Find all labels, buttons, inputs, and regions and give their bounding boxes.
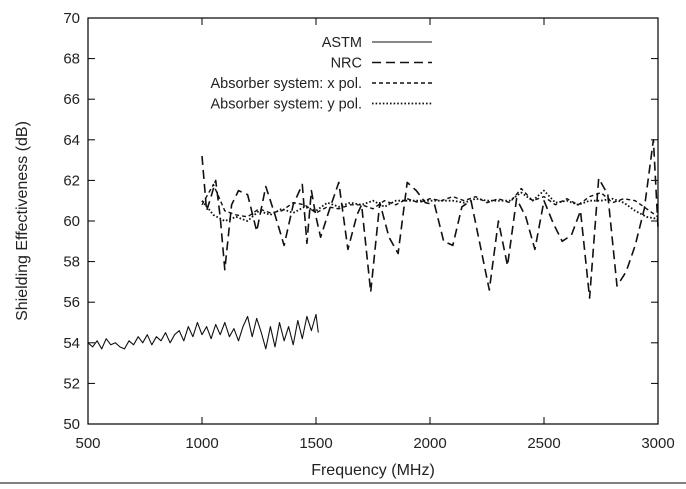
y-tick-label: 68: [63, 51, 80, 68]
y-tick-label: 54: [63, 335, 80, 352]
y-tick-label: 58: [63, 254, 80, 271]
series-line-4: [201, 189, 659, 222]
x-tick-label: 500: [75, 435, 100, 452]
legend-label: Absorber system: x pol.: [211, 76, 363, 92]
y-tick-label: 62: [63, 172, 80, 189]
x-tick-label: 1000: [185, 435, 218, 452]
y-tick-label: 70: [63, 10, 80, 27]
x-tick-label: 2000: [413, 435, 446, 452]
y-tick-label: 64: [63, 132, 80, 149]
x-tick-label: 3000: [641, 435, 674, 452]
legend: ASTM NRC Absorber system: x pol. Absorber s…: [211, 35, 432, 113]
x-tick-label: 1500: [299, 435, 332, 452]
y-axis-title: Shielding Effectiveness (dB): [14, 121, 31, 321]
y-tick-label: 56: [63, 294, 80, 311]
series-line-1: [87, 313, 319, 350]
series-line-3: [201, 183, 659, 218]
ticks-layer: 500 1000 1500 2000 2500 3000 50 52 54 56 58 60 62 64 6…: [63, 10, 674, 452]
series-line-2: [201, 139, 659, 299]
legend-label: ASTM: [322, 35, 362, 51]
y-tick-label: 50: [63, 416, 80, 433]
legend-label: Absorber system: y pol.: [211, 97, 363, 113]
y-tick-label: 66: [63, 91, 80, 108]
y-tick-label: 60: [63, 213, 80, 230]
x-axis-title: Frequency (MHz): [311, 462, 435, 479]
plot-frame: [87, 17, 659, 425]
legend-label: NRC: [331, 56, 362, 72]
y-tick-label: 52: [63, 375, 80, 392]
x-tick-label: 2500: [527, 435, 560, 452]
series-layer: [87, 139, 659, 350]
